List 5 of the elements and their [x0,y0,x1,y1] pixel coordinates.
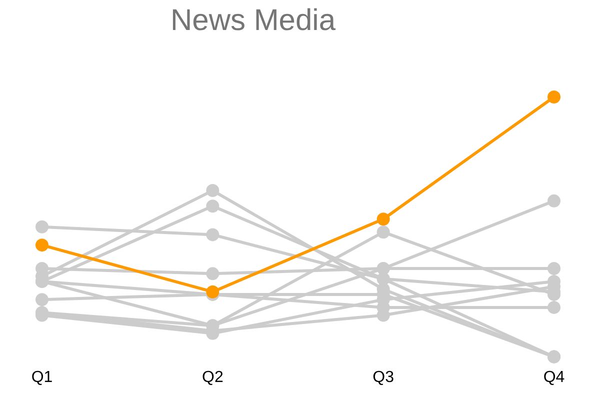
x-tick-label: Q2 [202,368,224,386]
chart-title: News Media [169,4,337,38]
x-tick-label: Q3 [372,368,394,386]
x-tick-label: Q1 [31,368,53,386]
x-tick-label: Q4 [543,368,565,386]
